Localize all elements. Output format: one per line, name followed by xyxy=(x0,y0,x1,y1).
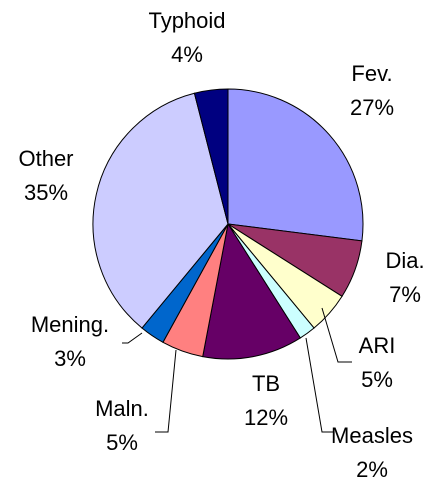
pie-slice xyxy=(193,88,229,225)
slice-value-label: 7% xyxy=(389,282,421,307)
slice-value-label: 5% xyxy=(361,367,393,392)
slice-value-label: 12% xyxy=(244,405,288,430)
slice-label: Fev. xyxy=(351,61,392,86)
slice-value-label: 5% xyxy=(106,430,138,455)
slice-value-label: 2% xyxy=(356,457,388,482)
slice-label: Typhoid xyxy=(148,8,225,33)
pie-slice xyxy=(92,92,229,329)
slice-label: Mening. xyxy=(31,312,109,337)
slice-label: Maln. xyxy=(95,396,149,421)
slice-label: TB xyxy=(252,371,280,396)
pie-slice xyxy=(227,88,364,242)
leader-line xyxy=(305,337,334,433)
slice-label: Dia. xyxy=(385,248,424,273)
slice-value-label: 4% xyxy=(171,42,203,67)
slice-label: Other xyxy=(18,146,73,171)
leader-line xyxy=(321,307,352,363)
leader-line xyxy=(155,349,177,433)
leader-line xyxy=(122,332,143,344)
slice-label: Measles xyxy=(331,423,413,448)
slice-value-label: 35% xyxy=(24,180,68,205)
slice-value-label: 3% xyxy=(54,346,86,371)
pie-slice xyxy=(202,222,302,360)
slice-value-label: 27% xyxy=(350,95,394,120)
slice-label: ARI xyxy=(359,333,396,358)
